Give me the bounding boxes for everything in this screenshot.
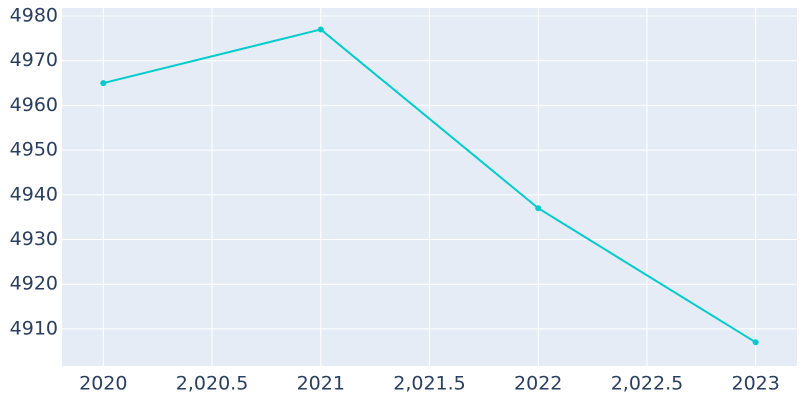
x-tick-label: 2021 bbox=[297, 373, 345, 395]
line bbox=[103, 28, 757, 344]
y-tick-label: 4920 bbox=[10, 273, 58, 295]
y-tick-label: 4910 bbox=[10, 317, 58, 339]
y-tick-label: 4930 bbox=[10, 228, 58, 250]
marker bbox=[317, 26, 324, 33]
x-tick-label: 2020 bbox=[79, 373, 127, 395]
x-tick-label: 2022 bbox=[514, 373, 562, 395]
y-tick-label: 4970 bbox=[10, 49, 58, 71]
y-tick-label: 4960 bbox=[10, 94, 58, 116]
x-tick-label: 2,022.5 bbox=[611, 373, 684, 395]
x-tick-label: 2023 bbox=[732, 373, 780, 395]
y-tick-label: 4940 bbox=[10, 183, 58, 205]
y-tick-label: 4980 bbox=[10, 5, 58, 27]
marker bbox=[535, 205, 542, 212]
x-tick-label: 2,020.5 bbox=[176, 373, 249, 395]
marker bbox=[752, 339, 759, 346]
marker bbox=[100, 80, 107, 87]
x-tick-label: 2,021.5 bbox=[393, 373, 466, 395]
y-tick-label: 4950 bbox=[10, 139, 58, 161]
